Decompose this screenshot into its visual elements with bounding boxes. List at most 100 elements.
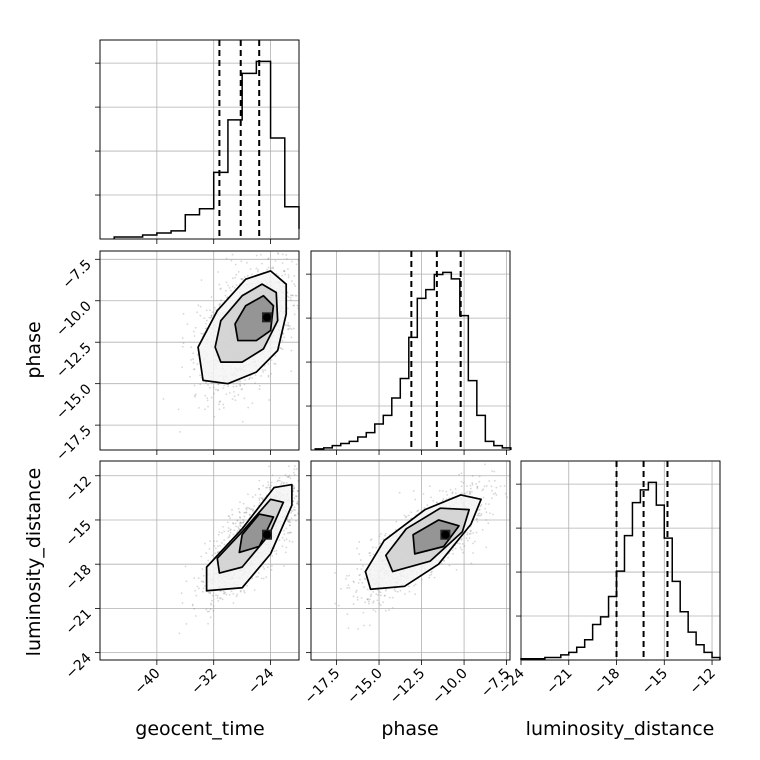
scatter-point: [448, 564, 451, 567]
scatter-point: [249, 377, 251, 379]
scatter-point: [472, 542, 474, 545]
scatter-point: [218, 303, 221, 306]
scatter-point: [358, 574, 361, 577]
scatter-point: [228, 535, 231, 538]
scatter-point: [286, 519, 288, 521]
scatter-point: [309, 470, 311, 472]
scatter-point: [234, 263, 237, 266]
panel-content: [162, 252, 304, 433]
scatter-point: [449, 488, 452, 491]
scatter-point: [308, 460, 310, 462]
scatter-point: [292, 485, 295, 488]
contour-line-level-1: [364, 494, 482, 591]
scatter-point: [291, 260, 294, 263]
scatter-point: [492, 513, 494, 516]
scatter-point: [257, 268, 259, 271]
scatter-point: [379, 533, 382, 535]
scatter-point: [267, 484, 270, 486]
density-peak-marker: [441, 530, 450, 539]
hist-panel-geocent-time: [95, 39, 300, 244]
scatter-point: [283, 565, 285, 567]
scatter-point: [293, 514, 296, 517]
scatter-point: [493, 479, 496, 482]
scatter-point: [364, 578, 367, 581]
scatter-point: [460, 548, 463, 551]
scatter-point: [471, 475, 474, 477]
scatter-point: [243, 383, 246, 386]
panel-border: [99, 250, 300, 451]
scatter-point: [410, 511, 413, 514]
scatter-point: [291, 294, 294, 297]
scatter-point: [189, 375, 191, 378]
scatter-point: [280, 347, 283, 350]
scatter-point: [220, 287, 223, 290]
scatter-point: [235, 284, 238, 287]
scatter-point: [242, 521, 244, 524]
scatter-point: [287, 324, 289, 326]
scatter-point: [478, 475, 481, 478]
scatter-point: [259, 493, 262, 496]
scatter-point: [185, 580, 188, 583]
scatter-point: [271, 565, 273, 567]
scatter-point: [242, 520, 245, 523]
scatter-point: [230, 259, 233, 262]
scatter-point: [205, 608, 208, 611]
scatter-point: [346, 586, 349, 589]
panels: −24 −21 −18 −15 −12−7.5−10.0−12.5−15.0−17.5−…: [53, 39, 721, 707]
scatter-point: [477, 513, 480, 516]
scatter-point: [196, 353, 199, 356]
scatter-point: [194, 589, 197, 592]
x-tick-label: −12: [687, 666, 719, 698]
scatter-point: [180, 592, 183, 595]
scatter-point: [231, 253, 234, 256]
scatter-point: [206, 319, 208, 322]
scatter-point: [233, 391, 235, 393]
scatter-point: [378, 602, 381, 605]
scatter-point: [222, 590, 225, 593]
panel-frame: [520, 460, 721, 661]
scatter-point: [463, 493, 466, 495]
scatter-point: [210, 314, 213, 317]
scatter-point: [267, 376, 270, 378]
panel-border: [99, 460, 300, 661]
scatter-point: [443, 560, 446, 563]
scatter-point: [301, 525, 303, 527]
scatter-point: [352, 580, 355, 583]
scatter-point: [295, 468, 298, 471]
scatter-point: [300, 469, 302, 471]
scatter-point: [463, 545, 466, 547]
scatter-point: [210, 314, 213, 317]
scatter-point: [205, 322, 207, 325]
scatter-point: [292, 327, 295, 330]
scatter-point: [345, 577, 347, 580]
scatter-point: [378, 535, 381, 538]
scatter-point: [181, 601, 184, 604]
scatter-point: [217, 388, 219, 391]
scatter-point: [362, 611, 365, 614]
scatter-point: [414, 593, 417, 596]
scatter-point: [363, 624, 365, 627]
scatter-point: [251, 402, 254, 405]
scatter-point: [305, 469, 307, 471]
scatter-point: [287, 296, 290, 299]
scatter-point: [304, 491, 306, 493]
scatter-point: [265, 486, 267, 489]
scatter-point: [299, 498, 301, 500]
scatter-point: [260, 253, 262, 256]
scatter-point: [237, 527, 240, 530]
scatter-point: [296, 502, 299, 505]
scatter-point: [197, 407, 200, 409]
scatter-panel-phase-vs-luminosity-distance: −17.5 −15.0 −12.5 −10.0 −7.5: [302, 460, 513, 707]
scatter-point: [288, 521, 291, 524]
scatter-point: [476, 486, 478, 488]
scatter-point: [302, 294, 304, 296]
scatter-point: [363, 586, 365, 589]
y-tick-label: −17.5: [53, 423, 95, 465]
scatter-point: [454, 547, 457, 550]
scatter-point: [228, 515, 231, 518]
scatter-point: [348, 587, 351, 589]
scatter-point: [369, 539, 372, 542]
scatter-point: [223, 539, 226, 542]
scatter-point: [413, 584, 416, 587]
